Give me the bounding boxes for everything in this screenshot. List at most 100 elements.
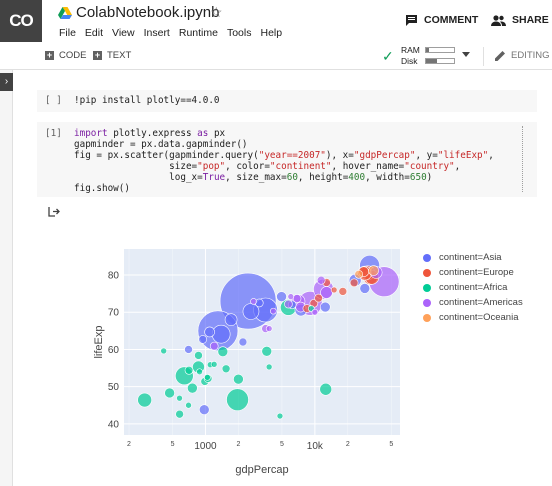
data-point[interactable]: [184, 365, 194, 375]
data-point[interactable]: [349, 278, 359, 288]
data-point[interactable]: [265, 363, 273, 371]
data-point[interactable]: [314, 293, 323, 303]
data-points[interactable]: [137, 255, 400, 420]
chevron-right-icon[interactable]: ›: [0, 73, 13, 91]
data-point[interactable]: [185, 401, 192, 409]
data-point[interactable]: [316, 275, 326, 285]
chevron-down-icon[interactable]: [462, 52, 470, 57]
x-tick-label: 10k: [307, 441, 324, 452]
comment-button[interactable]: COMMENT: [405, 14, 478, 26]
cell-run-indicator[interactable]: [ ]: [45, 95, 62, 106]
resource-monitor[interactable]: RAM Disk: [401, 45, 420, 67]
notebook-title[interactable]: ColabNotebook.ipynb: [76, 4, 220, 21]
menu-runtime[interactable]: Runtime: [178, 27, 218, 39]
data-point[interactable]: [184, 345, 193, 354]
data-point[interactable]: [319, 301, 331, 313]
data-point[interactable]: [217, 346, 229, 357]
data-point[interactable]: [233, 373, 244, 385]
data-point[interactable]: [204, 326, 215, 338]
menu-tools[interactable]: Tools: [226, 27, 252, 39]
data-point[interactable]: [338, 287, 348, 296]
output-toggle-icon[interactable]: [48, 206, 60, 220]
star-icon[interactable]: ☆: [210, 4, 223, 20]
x-axis-label: gdpPercap: [235, 464, 288, 476]
menu-file[interactable]: File: [59, 27, 76, 39]
toolbar: + CODE + TEXT ✓ RAM Disk EDITING: [0, 42, 552, 70]
legend-item[interactable]: continent=Europe: [423, 267, 514, 278]
code-line: gapminder = px.data.gapminder(): [74, 139, 248, 150]
ram-bar: [425, 47, 455, 53]
scatter-chart[interactable]: 40 50 60 70 80 2 5 1000 2 5 10k 2 5 gdpPercap lifeEx…: [80, 235, 552, 486]
data-point[interactable]: [209, 341, 219, 351]
legend-item[interactable]: continent=Africa: [423, 282, 507, 293]
code-cell[interactable]: [ ] !pip install plotly==4.0.0: [37, 90, 537, 112]
data-point[interactable]: [204, 374, 211, 381]
legend-marker: [423, 283, 431, 292]
share-label: SHARE: [512, 14, 549, 26]
add-code-button[interactable]: + CODE: [45, 50, 86, 61]
add-text-label: TEXT: [107, 50, 132, 61]
data-point[interactable]: [211, 324, 231, 344]
menu-insert[interactable]: Insert: [143, 27, 170, 39]
data-point[interactable]: [292, 294, 302, 303]
add-text-button[interactable]: + TEXT: [93, 50, 131, 61]
data-point[interactable]: [175, 409, 184, 419]
data-point[interactable]: [261, 346, 273, 357]
data-point[interactable]: [287, 293, 295, 300]
data-point[interactable]: [270, 307, 277, 315]
data-point[interactable]: [276, 291, 287, 302]
editing-button[interactable]: EDITING: [495, 50, 550, 61]
menu-bar: File Edit View Insert Runtime Tools Help: [59, 27, 282, 39]
data-point[interactable]: [221, 364, 231, 374]
data-point[interactable]: [164, 387, 175, 399]
data-point[interactable]: [311, 308, 319, 316]
data-point[interactable]: [196, 368, 203, 376]
data-point[interactable]: [276, 412, 284, 420]
data-point[interactable]: [354, 269, 364, 279]
data-point[interactable]: [224, 313, 238, 326]
menu-edit[interactable]: Edit: [84, 27, 104, 39]
legend-label: continent=Europe: [439, 267, 514, 278]
y-tick-label: 40: [108, 419, 120, 430]
cell-code[interactable]: !pip install plotly==4.0.0: [74, 95, 220, 106]
cell-divider: [522, 126, 523, 192]
data-point[interactable]: [160, 347, 167, 355]
legend-item[interactable]: continent=Asia: [423, 252, 502, 263]
cell-code[interactable]: import plotly.express as px gapminder = p…: [74, 128, 494, 194]
menu-help[interactable]: Help: [260, 27, 283, 39]
legend-label: continent=Africa: [439, 282, 508, 293]
comment-label: COMMENT: [424, 14, 479, 26]
legend-item[interactable]: continent=Americas: [423, 297, 523, 308]
data-point[interactable]: [137, 392, 152, 408]
data-point[interactable]: [210, 361, 218, 368]
code-line: import plotly.express as px: [74, 128, 226, 139]
legend-item[interactable]: continent=Oceania: [423, 312, 519, 323]
data-point[interactable]: [330, 286, 338, 294]
x-tick-label: 5: [280, 441, 284, 448]
colab-logo[interactable]: CO: [0, 0, 42, 42]
disk-bar-fill: [426, 59, 438, 63]
data-point[interactable]: [194, 351, 203, 360]
data-point[interactable]: [238, 337, 248, 347]
data-point[interactable]: [284, 299, 293, 309]
y-tick-label: 80: [108, 271, 120, 282]
data-point[interactable]: [198, 335, 208, 344]
code-cell[interactable]: [1] import plotly.express as px gapminder…: [37, 122, 537, 197]
menu-view[interactable]: View: [112, 27, 135, 39]
data-point[interactable]: [265, 325, 273, 332]
data-point[interactable]: [250, 298, 257, 305]
data-point[interactable]: [187, 382, 198, 394]
plus-icon: +: [45, 50, 54, 60]
data-point[interactable]: [319, 382, 333, 396]
data-point[interactable]: [198, 404, 210, 416]
cell-run-indicator[interactable]: [1]: [45, 128, 62, 139]
share-button[interactable]: SHARE: [491, 14, 549, 26]
checkmark-icon: ✓: [382, 48, 394, 64]
data-point[interactable]: [368, 265, 379, 276]
data-point[interactable]: [226, 388, 249, 411]
toolbar-divider: [483, 47, 484, 66]
data-point[interactable]: [359, 283, 371, 294]
legend-label: continent=Americas: [439, 297, 523, 308]
plus-icon: +: [93, 50, 102, 60]
data-point[interactable]: [176, 394, 183, 402]
